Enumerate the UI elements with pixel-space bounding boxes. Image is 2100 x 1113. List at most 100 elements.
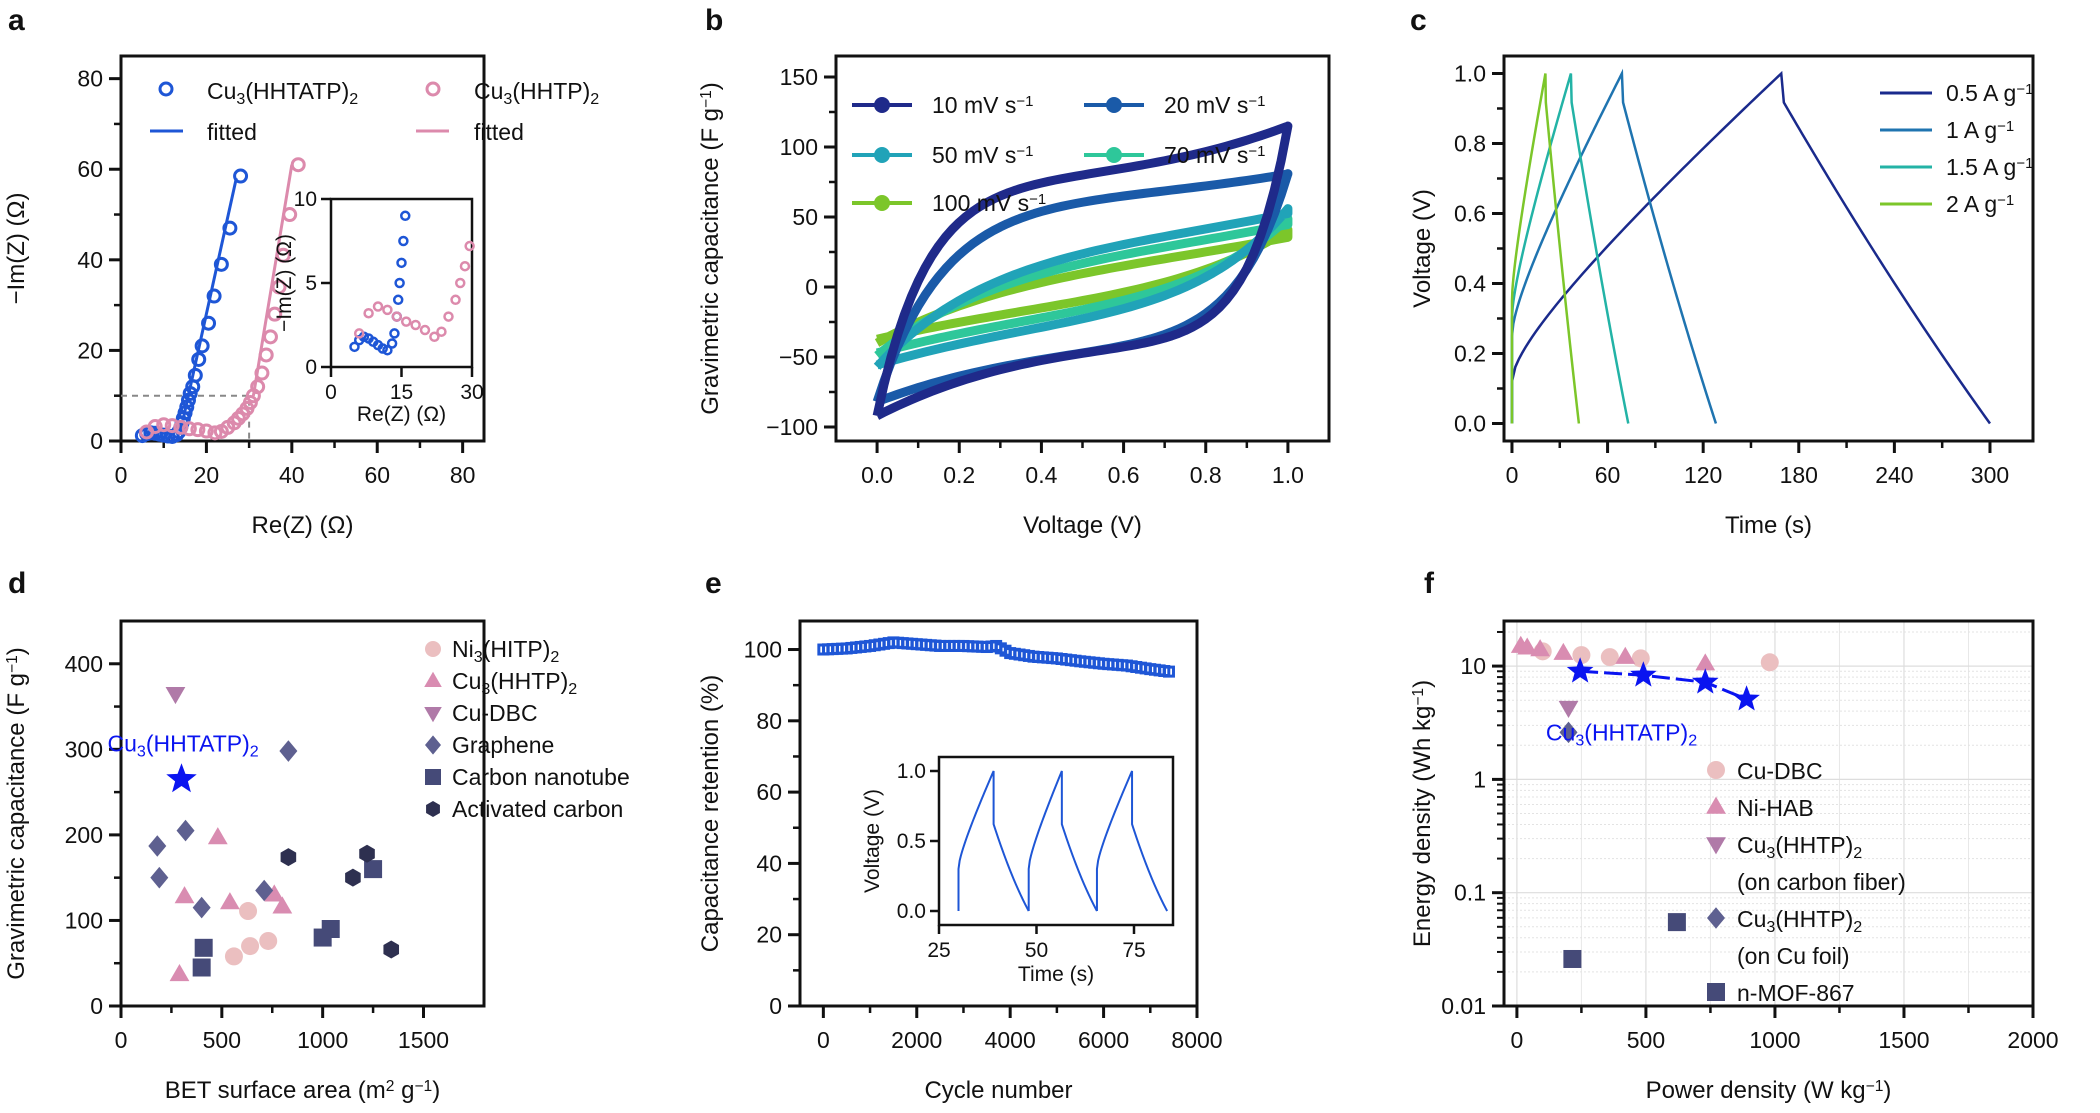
data-point — [166, 763, 197, 793]
legend-marker — [158, 81, 174, 97]
data-point — [194, 938, 213, 957]
series-ni-hab — [1510, 635, 1716, 671]
inset-gcd-cycle — [1095, 770, 1169, 912]
data-point — [174, 886, 195, 904]
panel-e: e 0 2000 4000 6000 8000 0 20 40 60 80 100 Cycle numb… — [697, 567, 1223, 1104]
legend-label: 1.5 A g−1 — [1946, 154, 2033, 180]
y-tick-label: 0 — [805, 274, 818, 300]
connecting-line — [1580, 669, 1748, 701]
y-tick-label: 100 — [780, 134, 818, 160]
legend-label: fitted — [207, 119, 257, 145]
legend-label: 50 mV s−1 — [932, 142, 1033, 168]
data-point — [165, 686, 186, 705]
legend-marker — [874, 97, 890, 113]
legend-label: Cu-DBC — [1737, 758, 1823, 784]
cv-curve — [874, 213, 1293, 360]
data-point — [148, 835, 167, 857]
inset-frame — [937, 755, 1175, 927]
data-point — [264, 884, 285, 902]
retention-series — [817, 636, 1175, 678]
y-axis-label: Energy density (Wh kg−1) — [1409, 680, 1436, 947]
panel-label-f: f — [1424, 567, 1435, 600]
inset-data-point — [382, 344, 393, 356]
y-tick-label: 150 — [780, 64, 818, 90]
y-tick-label: 0 — [90, 993, 103, 1019]
inset-data-point — [419, 324, 431, 336]
panel-label-a: a — [8, 4, 25, 37]
x-axis-label: BET surface area (m2 g−1) — [165, 1077, 440, 1104]
x-tick-label: 0.0 — [861, 462, 893, 488]
data-point — [1733, 685, 1760, 711]
x-tick-label: 1000 — [297, 1027, 348, 1053]
legend-marker — [425, 769, 441, 785]
data-point — [1667, 913, 1686, 932]
data-point — [290, 157, 306, 173]
data-point — [213, 256, 229, 272]
inset-series-hhtp — [353, 240, 475, 343]
inset-y-tick-label: 10 — [294, 188, 317, 211]
data-point — [191, 351, 207, 367]
x-tick-label: 1.0 — [1272, 462, 1304, 488]
inset-y-tick-label: 1.0 — [897, 760, 926, 783]
y-tick-label: 10 — [1460, 653, 1486, 679]
inset-x-tick-label: 50 — [1025, 939, 1048, 962]
inset-y-tick-label: 0.0 — [897, 900, 926, 923]
data-point — [1517, 637, 1538, 655]
gcd-curve — [1510, 68, 1718, 424]
inset-data-point — [450, 294, 461, 306]
legend-label: Cu3(HHTATP)2 — [207, 78, 358, 108]
inset-y-axis-label: −Im(Z) (Ω) — [273, 234, 296, 332]
inset-x-tick-label: 15 — [390, 381, 413, 404]
legend-marker — [1707, 761, 1725, 779]
legend-label: (on Cu foil) — [1737, 943, 1849, 969]
x-tick-label: 80 — [450, 462, 476, 488]
data-point — [1566, 657, 1594, 683]
legend-marker — [426, 801, 440, 817]
legend-label: (on carbon fiber) — [1737, 869, 1906, 895]
x-axis: 0.0 0.2 0.4 0.6 0.8 1.0 — [861, 441, 1304, 488]
y-tick-label: 200 — [65, 822, 103, 848]
legend-label: Ni-HAB — [1737, 795, 1814, 821]
series-hhtatp — [134, 168, 249, 444]
x-tick-label: 6000 — [1078, 1027, 1129, 1053]
data-point — [271, 279, 287, 295]
legend-marker — [424, 707, 442, 723]
y-axis: 0 20 40 60 80 — [77, 66, 121, 454]
y-tick-label: 20 — [756, 922, 782, 948]
data-point — [176, 819, 195, 842]
inset-data-point — [392, 294, 404, 306]
legend: 0.5 A g−1 1 A g−1 1.5 A g−1 2 A g−1 — [1880, 80, 2033, 217]
y-tick-label: −100 — [766, 414, 818, 440]
x-tick-label: 8000 — [1171, 1027, 1222, 1053]
data-point — [1563, 949, 1582, 968]
data-point — [259, 931, 278, 950]
y-tick-label: 50 — [792, 204, 818, 230]
x-tick-label: 0.8 — [1190, 462, 1222, 488]
y-tick-label: 60 — [756, 779, 782, 805]
y-tick-label: 0.8 — [1454, 131, 1486, 157]
inset-x-tick-label: 30 — [460, 381, 483, 404]
y-tick-label: 0 — [769, 993, 782, 1019]
series-cu-hhtp- — [169, 827, 293, 982]
inset-x-axis-label: Time (s) — [1018, 963, 1094, 986]
y-tick-label: 400 — [65, 651, 103, 677]
y-axis-label: Gravimetric capacitance (F g−1) — [697, 82, 724, 415]
y-tick-label: 0 — [90, 428, 103, 454]
legend-label: Cu3(HHTP)2 — [1737, 906, 1862, 936]
data-point — [1695, 653, 1716, 671]
series-activated-carbon — [280, 844, 400, 959]
series-ni-hitp- — [224, 902, 278, 966]
legend-marker — [1707, 983, 1725, 1001]
data-point — [239, 902, 258, 921]
y-tick-label: 1 — [1473, 766, 1486, 792]
x-axis-label: Power density (W kg−1) — [1646, 1077, 1892, 1104]
legend-marker — [424, 671, 442, 687]
data-point — [1530, 639, 1551, 657]
inset-data-point — [400, 316, 412, 327]
series-cu-dbc — [165, 686, 186, 705]
plot-frame — [119, 54, 486, 443]
data-point — [233, 168, 249, 184]
x-tick-label: 0 — [115, 1027, 128, 1053]
cv-line — [872, 121, 1293, 420]
data-point — [187, 367, 203, 383]
